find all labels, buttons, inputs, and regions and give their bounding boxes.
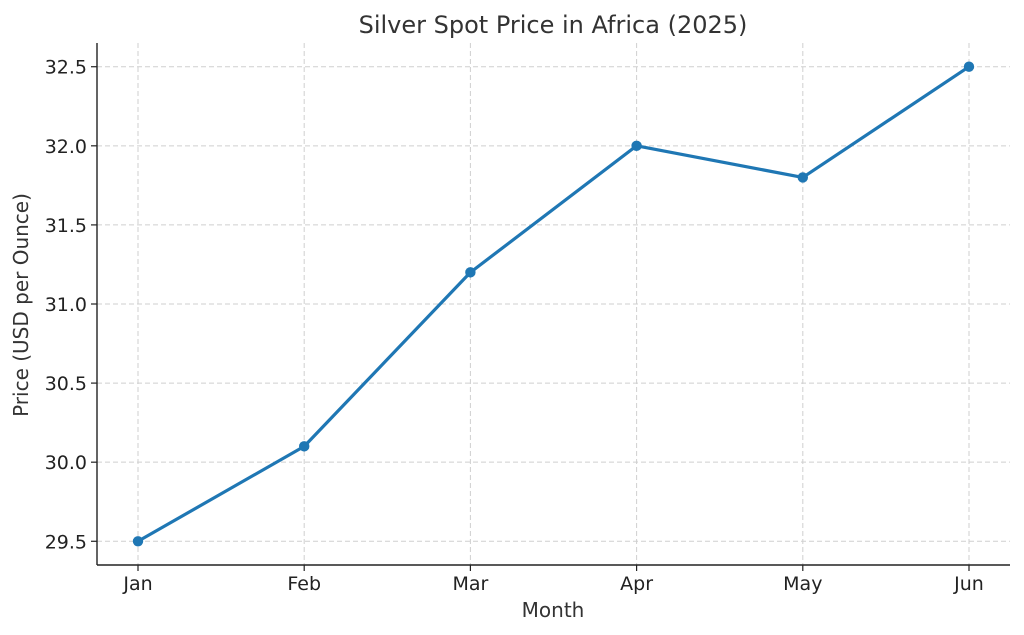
- data-point: [797, 172, 808, 183]
- data-point: [465, 267, 476, 278]
- y-tick-label: 31.0: [45, 294, 87, 316]
- data-point: [299, 441, 310, 452]
- x-tick-label: Apr: [620, 573, 653, 595]
- data-point: [132, 536, 144, 547]
- y-tick-label: 30.5: [45, 373, 87, 395]
- x-tick-label: Mar: [452, 573, 488, 595]
- x-tick-label: Jan: [122, 573, 152, 595]
- tick-layer: Jan Feb Mar Apr May Jun 29.5 30.0 30.5 31.0 31.5 32…: [45, 57, 984, 595]
- y-tick-label: 29.5: [45, 531, 87, 553]
- y-axis-label: Price (USD per Ounce): [9, 193, 33, 417]
- grid-layer: [97, 43, 1010, 565]
- x-tick-label: May: [783, 573, 822, 595]
- y-tick-label: 32.0: [45, 136, 87, 158]
- data-point: [963, 61, 975, 72]
- x-axis-label: Month: [522, 598, 585, 622]
- series-layer: [132, 61, 975, 547]
- y-tick-label: 30.0: [45, 452, 87, 474]
- data-point: [631, 140, 642, 152]
- chart-title: Silver Spot Price in Africa (2025): [359, 11, 748, 39]
- x-tick-label: Feb: [287, 573, 321, 595]
- y-tick-label: 31.5: [45, 215, 87, 237]
- price-series-line: [136, 65, 971, 543]
- y-tick-label: 32.5: [45, 57, 87, 79]
- x-tick-label: Jun: [953, 573, 984, 595]
